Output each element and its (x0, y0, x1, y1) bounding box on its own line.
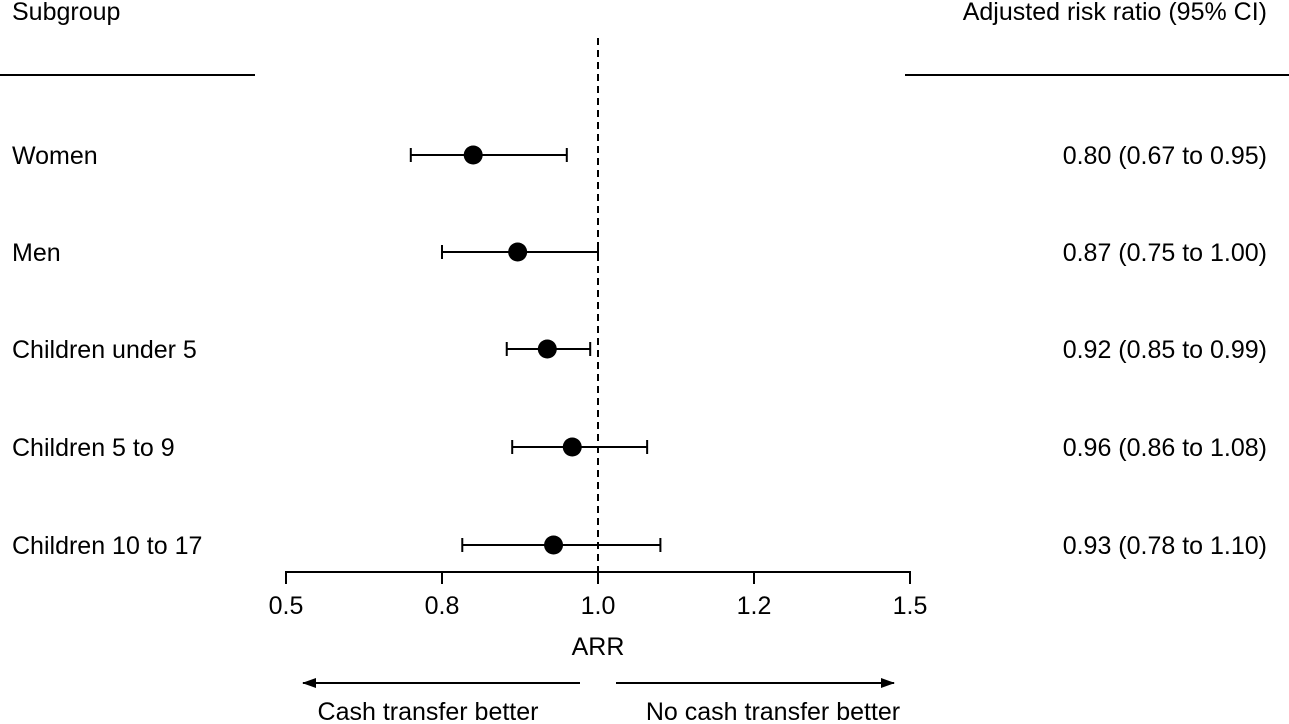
x-tick-label: 0.8 (425, 592, 460, 620)
x-tick-label: 1.2 (737, 592, 772, 620)
subgroup-label: Children under 5 (12, 336, 197, 364)
risk-ratio-value: 0.96 (0.86 to 1.08) (1063, 434, 1267, 462)
point-estimate (508, 242, 528, 262)
subgroup-label: Children 10 to 17 (12, 532, 202, 560)
forest-row: Women 0.80 (0.67 to 0.95) (12, 142, 1267, 170)
risk-ratio-value: 0.87 (0.75 to 1.00) (1063, 239, 1267, 267)
forest-row: Men 0.87 (0.75 to 1.00) (12, 239, 1267, 267)
x-axis-label: ARR (572, 633, 625, 661)
subgroup-label: Women (12, 142, 98, 170)
risk-ratio-value: 0.93 (0.78 to 1.10) (1063, 532, 1267, 560)
risk-ratio-value: 0.80 (0.67 to 0.95) (1063, 142, 1267, 170)
x-axis: 0.5 0.8 1.0 1.2 1.5 (269, 571, 928, 620)
point-estimate (537, 339, 557, 359)
forest-row: Children under 5 0.92 (0.85 to 0.99) (12, 336, 1267, 364)
subgroup-label: Men (12, 239, 61, 267)
x-tick-label: 0.5 (269, 592, 304, 620)
right-direction-label: No cash transfer better (646, 698, 900, 724)
risk-ratio-header: Adjusted risk ratio (95% CI) (963, 0, 1267, 26)
risk-ratio-value: 0.92 (0.85 to 0.99) (1063, 336, 1267, 364)
subgroup-label: Children 5 to 9 (12, 434, 175, 462)
left-direction-label: Cash transfer better (318, 698, 539, 724)
forest-row: Children 5 to 9 0.96 (0.86 to 1.08) (12, 434, 1267, 462)
point-estimate (562, 437, 582, 457)
x-tick-label: 1.0 (581, 592, 616, 620)
point-estimate (463, 145, 483, 165)
x-tick-label: 1.5 (893, 592, 928, 620)
subgroup-header: Subgroup (12, 0, 120, 26)
forest-rows: Women 0.80 (0.67 to 0.95) Men 0.87 (0.75 to… (12, 142, 1267, 560)
point-estimate (544, 535, 564, 555)
forest-row: Children 10 to 17 0.93 (0.78 to 1.10) (12, 532, 1267, 560)
